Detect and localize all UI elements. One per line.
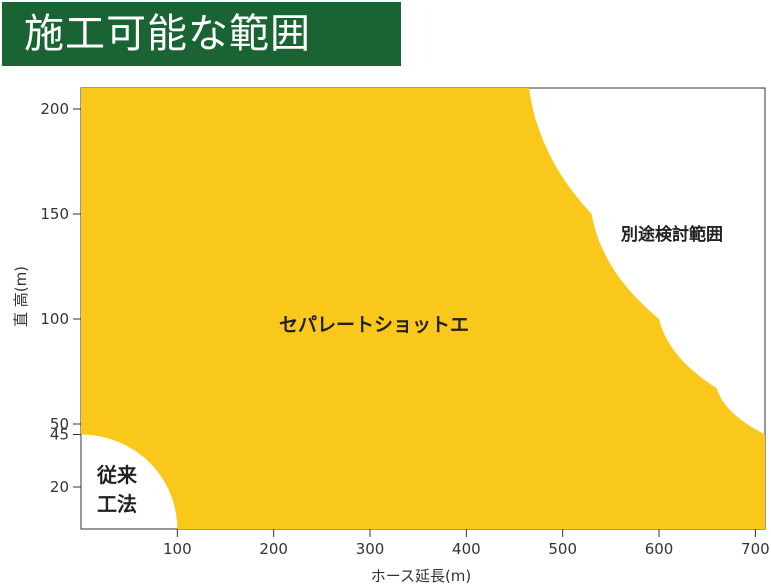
- x-tick-label: 300: [356, 540, 385, 558]
- x-axis-ticks: 100 200 300 400 500 600 700: [163, 529, 770, 558]
- separate-review-region-label: 別途検討範囲: [620, 224, 723, 245]
- y-axis-label: 直 高(m): [12, 266, 30, 327]
- conventional-method-label-line2: 工法: [97, 492, 137, 516]
- title-banner: 施工可能な範囲: [2, 2, 401, 66]
- page-title: 施工可能な範囲: [24, 11, 311, 57]
- x-tick-label: 200: [259, 540, 288, 558]
- x-tick-label: 600: [645, 540, 674, 558]
- x-tick-label: 400: [452, 540, 481, 558]
- feasible-region-label: セパレートショットエ: [279, 314, 469, 336]
- y-tick-label: 150: [40, 205, 69, 223]
- y-tick-label: 100: [40, 310, 69, 328]
- x-tick-label: 500: [548, 540, 577, 558]
- y-tick-label: 45: [50, 426, 69, 444]
- y-tick-label: 20: [50, 478, 69, 496]
- y-tick-label: 50: [50, 415, 69, 433]
- conventional-method-label-line1: 従来: [96, 463, 138, 487]
- x-tick-label: 700: [741, 540, 770, 558]
- x-tick-label: 100: [163, 540, 192, 558]
- y-tick-label: 200: [40, 100, 69, 118]
- x-axis-label: ホース延長(m): [371, 567, 472, 584]
- feasible-region-area: [81, 88, 765, 529]
